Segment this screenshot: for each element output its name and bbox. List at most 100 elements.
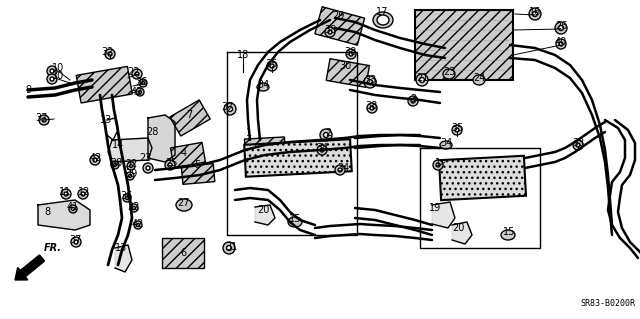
Text: 36: 36	[120, 191, 132, 201]
Text: 38: 38	[324, 25, 336, 35]
Text: 34: 34	[257, 80, 269, 90]
Text: 38: 38	[365, 101, 377, 111]
Text: 21: 21	[416, 73, 428, 83]
Text: FR.: FR.	[44, 243, 62, 253]
Text: 34: 34	[440, 138, 452, 148]
Ellipse shape	[473, 75, 485, 85]
Circle shape	[419, 78, 424, 83]
Text: 37: 37	[69, 235, 81, 245]
Circle shape	[573, 140, 583, 150]
Text: 32: 32	[102, 47, 114, 57]
Circle shape	[559, 26, 563, 31]
Text: 38: 38	[344, 47, 356, 57]
Circle shape	[126, 172, 134, 180]
Circle shape	[135, 72, 139, 76]
Text: 15: 15	[503, 227, 515, 237]
Circle shape	[317, 145, 327, 155]
Bar	[439, 156, 526, 200]
Text: 9: 9	[25, 85, 31, 95]
Text: 42: 42	[90, 153, 102, 163]
Circle shape	[576, 143, 580, 147]
Circle shape	[455, 128, 459, 132]
Text: 19: 19	[429, 203, 441, 213]
Text: 1: 1	[435, 158, 441, 168]
Circle shape	[50, 69, 54, 73]
Text: 25: 25	[164, 158, 177, 168]
Bar	[76, 66, 132, 103]
Ellipse shape	[288, 217, 302, 227]
Bar	[162, 238, 204, 268]
Circle shape	[323, 132, 328, 137]
Text: 10: 10	[52, 63, 64, 73]
Text: 37: 37	[36, 113, 48, 123]
Circle shape	[224, 103, 236, 115]
Text: 10: 10	[52, 71, 64, 81]
Text: 14: 14	[112, 140, 124, 150]
Circle shape	[130, 204, 138, 212]
Circle shape	[349, 52, 353, 56]
Text: 11: 11	[59, 187, 71, 197]
Text: 33: 33	[364, 75, 376, 85]
Circle shape	[366, 77, 376, 87]
Circle shape	[436, 163, 440, 167]
Circle shape	[143, 163, 153, 173]
FancyArrow shape	[15, 255, 45, 280]
Circle shape	[369, 80, 373, 84]
Text: 36: 36	[135, 77, 147, 87]
Text: 1: 1	[246, 128, 252, 138]
Text: 4: 4	[181, 148, 187, 158]
Circle shape	[364, 76, 376, 88]
Circle shape	[111, 161, 119, 169]
Polygon shape	[452, 222, 472, 244]
Circle shape	[141, 81, 145, 85]
Circle shape	[367, 79, 372, 85]
Circle shape	[125, 197, 129, 199]
Text: 23: 23	[443, 67, 455, 77]
Text: 37: 37	[222, 102, 234, 112]
Text: SR83-B0200R: SR83-B0200R	[580, 299, 635, 308]
Bar	[244, 137, 285, 159]
Bar	[181, 164, 215, 184]
Text: 29: 29	[332, 11, 344, 21]
Circle shape	[64, 192, 68, 196]
Text: 27: 27	[178, 198, 190, 208]
Circle shape	[90, 155, 100, 165]
Circle shape	[338, 168, 342, 172]
Text: 7: 7	[186, 110, 192, 120]
Bar	[170, 142, 205, 167]
Circle shape	[129, 165, 132, 167]
Text: 20: 20	[257, 205, 269, 215]
Ellipse shape	[443, 69, 455, 79]
Bar	[170, 100, 210, 136]
Polygon shape	[108, 138, 152, 162]
Text: 30: 30	[339, 61, 351, 71]
Circle shape	[325, 27, 335, 37]
Circle shape	[39, 115, 49, 125]
Text: 35: 35	[265, 59, 277, 69]
Circle shape	[529, 8, 541, 20]
Text: 13: 13	[100, 115, 112, 125]
Text: 22: 22	[127, 202, 140, 212]
Text: 16: 16	[529, 7, 541, 17]
Circle shape	[411, 99, 415, 103]
Ellipse shape	[440, 141, 452, 149]
Circle shape	[165, 160, 175, 170]
Text: 28: 28	[146, 127, 158, 137]
Text: 31: 31	[225, 242, 237, 252]
Circle shape	[328, 30, 332, 34]
Circle shape	[132, 206, 136, 210]
Circle shape	[72, 207, 74, 211]
Circle shape	[559, 42, 563, 46]
Circle shape	[416, 74, 428, 86]
Circle shape	[227, 107, 232, 112]
Text: 15: 15	[289, 214, 301, 224]
Circle shape	[47, 74, 57, 84]
Circle shape	[270, 64, 274, 68]
Circle shape	[146, 166, 150, 170]
Text: 35: 35	[451, 123, 463, 133]
Circle shape	[74, 240, 78, 244]
Polygon shape	[432, 202, 455, 228]
Text: 5: 5	[194, 160, 200, 170]
Polygon shape	[148, 115, 175, 162]
Circle shape	[69, 205, 77, 213]
